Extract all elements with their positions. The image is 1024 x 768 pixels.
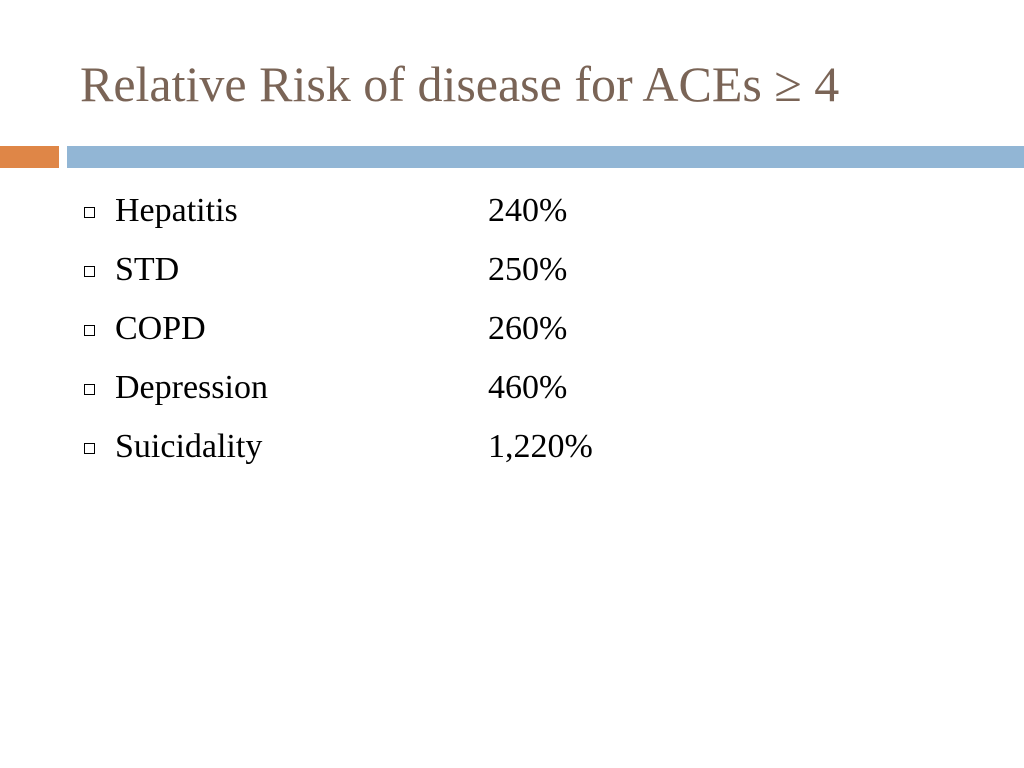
hollow-square-bullet-icon [84, 325, 95, 336]
title-accent-bar-blue [67, 146, 1024, 168]
slide-title: Relative Risk of disease for ACEs ≥ 4 [80, 56, 840, 112]
disease-label: Hepatitis [115, 192, 238, 229]
risk-value: 250% [488, 251, 568, 288]
disease-label: STD [115, 251, 180, 288]
disease-label: Suicidality [115, 428, 263, 465]
risk-value: 240% [488, 192, 568, 229]
hollow-square-bullet-icon [84, 384, 95, 395]
hollow-square-bullet-icon [84, 266, 95, 277]
title-accent-bar-orange [0, 146, 59, 168]
risk-value: 1,220% [488, 428, 593, 465]
hollow-square-bullet-icon [84, 207, 95, 218]
hollow-square-bullet-icon [84, 443, 95, 454]
risk-value: 260% [488, 310, 568, 347]
disease-label: COPD [115, 310, 206, 347]
risk-value: 460% [488, 369, 568, 406]
disease-label: Depression [115, 369, 268, 406]
